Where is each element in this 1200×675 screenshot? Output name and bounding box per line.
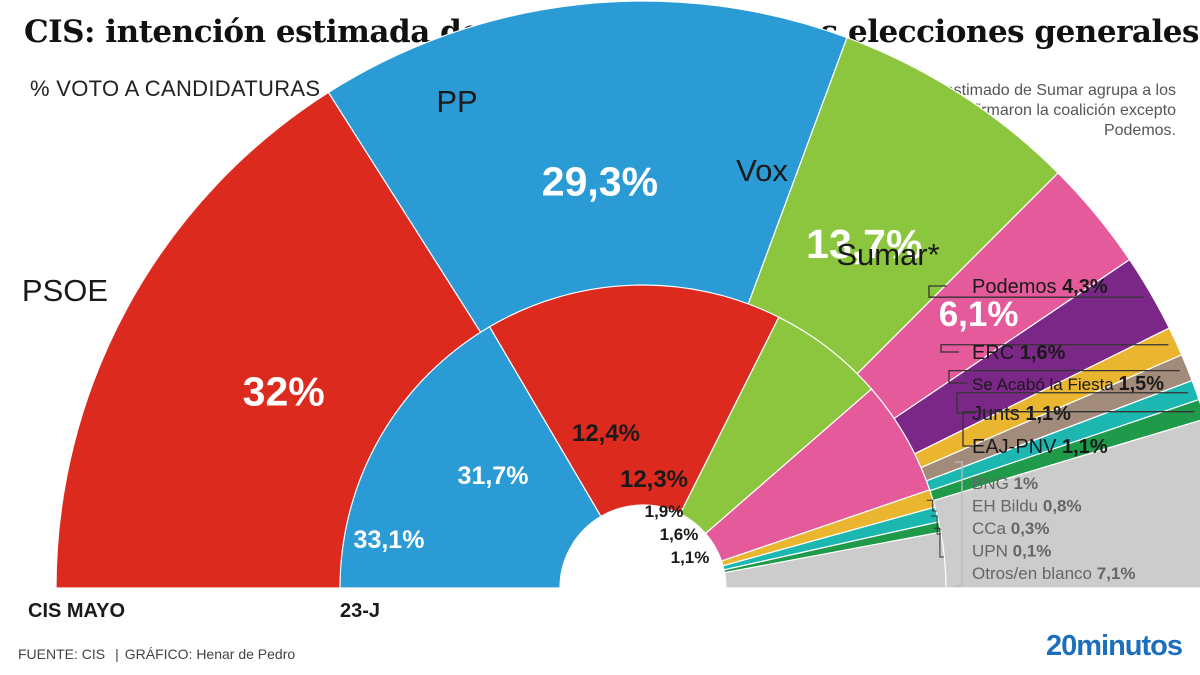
slice-psoe xyxy=(488,284,780,518)
value-label-pp: 29,3% xyxy=(542,158,658,204)
others-item-otros-en-blanco: Otros/en blanco 7,1% xyxy=(972,564,1136,583)
others-item-cca: CCa 0,3% xyxy=(972,519,1049,538)
source-credit: FUENTE: CIS xyxy=(18,646,106,662)
callout-pnv: EAJ-PNV 1,1% xyxy=(972,436,1108,458)
inner-value-junts: 1,6% xyxy=(660,525,699,544)
inner-value-sumar: 12,3% xyxy=(620,466,688,493)
callout-labels: Podemos 4,3% ERC 1,6% Se Acabó la Fiesta 1… xyxy=(928,276,1195,458)
callout-saf: Se Acabó la Fiesta 1,5% xyxy=(972,373,1164,395)
party-value: 1,6% xyxy=(1020,342,1066,364)
leader-line-pnv xyxy=(962,411,1195,447)
callout-erc: ERC 1,6% xyxy=(972,342,1066,364)
others-breakdown-list: BNG 1% EH Bildu 0,8% CCa 0,3% UPN 0,1% Otros… xyxy=(955,461,1136,587)
slice-others xyxy=(723,531,947,589)
others-name: EH Bildu xyxy=(972,497,1043,516)
footer: FUENTE: CIS | GRÁFICO: Henar de Pedro xyxy=(18,646,296,662)
others-item-eh-bildu: EH Bildu 0,8% xyxy=(972,497,1082,516)
inner-leader-erc xyxy=(926,499,937,512)
others-name: Otros/en blanco xyxy=(972,564,1097,583)
others-bracket xyxy=(955,461,963,587)
others-item-upn: UPN 0,1% xyxy=(972,542,1051,561)
ring-names: CIS MAYO 23-J xyxy=(28,600,380,622)
party-name: EAJ-PNV xyxy=(972,436,1062,458)
party-name: Junts xyxy=(972,403,1025,425)
leader-line-junts xyxy=(956,392,1189,414)
others-name: CCa xyxy=(972,519,1011,538)
others-value: 0,8% xyxy=(1043,497,1082,516)
inner-leader-junts xyxy=(931,515,942,535)
chart-subtitle: % VOTO A CANDIDATURAS xyxy=(30,76,321,101)
leader-line-saf xyxy=(948,369,1180,384)
party-label-pp: PP xyxy=(436,84,477,119)
party-label-vox: Vox xyxy=(736,153,788,188)
author-credit: GRÁFICO: Henar de Pedro xyxy=(124,646,296,662)
others-value: 7,1% xyxy=(1097,564,1136,583)
party-name: ERC xyxy=(972,342,1020,364)
others-item-bng: BNG 1% xyxy=(972,474,1038,493)
party-value: 4,3% xyxy=(1062,276,1108,298)
ring-name-cis-mayo: CIS MAYO xyxy=(28,600,125,622)
inner-value-pp: 33,1% xyxy=(354,526,425,554)
others-value: 0,3% xyxy=(1011,519,1050,538)
party-value: 1,1% xyxy=(1025,403,1071,425)
ring-name-23j: 23-J xyxy=(340,600,380,622)
leader-line-podemos xyxy=(928,285,1144,298)
others-name: BNG xyxy=(972,474,1014,493)
party-name: Se Acabó la Fiesta xyxy=(972,375,1118,394)
brand-logo: 20minutos xyxy=(1045,630,1183,662)
hemicycle-chart: 32% 29,3% 13,7% 6,1% PSOE PP Vox Sumar* 33,1% 31… xyxy=(22,0,1200,622)
party-label-sumar: Sumar* xyxy=(836,237,939,272)
inner-value-psoe: 31,7% xyxy=(458,462,529,490)
callout-podemos: Podemos 4,3% xyxy=(972,276,1108,298)
others-value: 0,1% xyxy=(1013,542,1052,561)
inner-leader-pnv xyxy=(933,527,944,558)
outer-ring-cis-mayo: 32% 29,3% 13,7% 6,1% PSOE PP Vox Sumar* xyxy=(22,0,1200,589)
inner-value-erc: 1,9% xyxy=(645,502,684,521)
callout-junts: Junts 1,1% xyxy=(972,403,1071,425)
slice-pp xyxy=(339,325,602,589)
inner-value-vox: 12,4% xyxy=(572,420,640,447)
inner-ring-23j: 33,1% 31,7% 12,4% 12,3% 1,9% 1,6% 1,1% xyxy=(339,284,947,589)
inner-value-pnv: 1,1% xyxy=(671,548,710,567)
others-name: UPN xyxy=(972,542,1013,561)
party-name: Podemos xyxy=(972,276,1062,298)
party-label-psoe: PSOE xyxy=(22,273,108,308)
value-label-psoe: 32% xyxy=(243,368,325,414)
party-value: 1,1% xyxy=(1062,436,1108,458)
party-value: 1,5% xyxy=(1118,373,1164,395)
leader-line-erc xyxy=(940,344,1169,353)
others-value: 1% xyxy=(1014,474,1039,493)
value-label-vox: 13,7% xyxy=(806,221,922,267)
value-label-sumar: 6,1% xyxy=(939,295,1019,334)
